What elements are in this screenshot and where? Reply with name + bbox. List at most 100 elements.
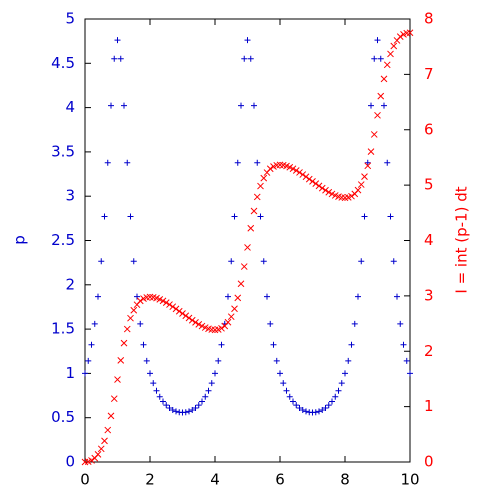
point	[110, 395, 118, 403]
point	[251, 102, 257, 109]
point	[130, 306, 138, 314]
point	[260, 258, 267, 265]
y-tick-label: 1	[65, 364, 75, 382]
point	[199, 398, 205, 405]
point	[302, 173, 310, 181]
x-tick-label: 0	[80, 471, 90, 489]
x-tick-label: 6	[275, 471, 285, 489]
point	[390, 258, 397, 265]
point	[299, 406, 306, 413]
point	[329, 398, 335, 405]
point	[82, 370, 88, 377]
point	[374, 37, 381, 44]
point	[114, 37, 121, 44]
x-tick-label: 10	[400, 471, 419, 489]
point	[127, 213, 134, 220]
point	[120, 339, 128, 347]
point	[267, 320, 274, 327]
point	[380, 75, 388, 83]
y-tick-label: 3.5	[51, 142, 75, 160]
point	[205, 387, 212, 394]
point	[296, 404, 303, 411]
point	[140, 341, 147, 348]
point	[283, 387, 290, 394]
point	[192, 404, 199, 411]
x-tick-label: 2	[145, 471, 155, 489]
y-tick-label: 4	[65, 98, 75, 116]
point	[273, 357, 280, 364]
point	[143, 357, 150, 364]
point	[296, 169, 303, 176]
point	[377, 55, 384, 62]
point	[234, 159, 241, 166]
point	[348, 192, 355, 200]
point	[173, 408, 179, 415]
y-tick-label: 5	[65, 10, 75, 28]
point	[88, 341, 95, 348]
y2-tick-label: 7	[424, 65, 434, 83]
point	[357, 181, 365, 188]
point	[234, 294, 242, 302]
point	[137, 320, 144, 327]
point	[172, 305, 180, 313]
point	[244, 244, 251, 251]
point	[159, 297, 167, 305]
point	[195, 320, 203, 328]
point	[238, 102, 244, 109]
y2-tick-label: 3	[424, 286, 434, 304]
y2-tick-label: 0	[424, 453, 434, 471]
point	[315, 182, 323, 190]
point	[325, 402, 332, 409]
point	[162, 299, 170, 306]
point	[277, 370, 283, 377]
y-tick-label: 2.5	[51, 231, 75, 249]
point	[403, 357, 410, 364]
point	[224, 318, 232, 326]
point	[247, 224, 255, 232]
y2-tick-label: 2	[424, 342, 434, 360]
point	[127, 314, 134, 322]
point	[215, 357, 222, 364]
y2-tick-label: 5	[424, 176, 434, 194]
point	[309, 178, 316, 185]
point	[240, 263, 248, 270]
point	[370, 131, 378, 138]
point	[290, 398, 296, 405]
point	[117, 55, 124, 62]
point	[227, 313, 235, 321]
point	[231, 213, 238, 220]
y2-axis-label: I = int (p-1) dt	[453, 186, 471, 293]
point	[299, 171, 307, 178]
point	[351, 320, 358, 327]
y-tick-label: 1.5	[51, 320, 75, 338]
point	[312, 409, 319, 416]
point	[335, 387, 342, 394]
point	[244, 37, 251, 44]
y-tick-label: 0.5	[51, 408, 75, 426]
point	[97, 445, 105, 453]
point	[98, 258, 105, 265]
point	[198, 322, 206, 330]
point	[368, 102, 374, 109]
x-tick-label: 4	[210, 471, 220, 489]
point	[124, 159, 131, 166]
point	[253, 193, 261, 201]
point	[218, 324, 225, 332]
point	[293, 402, 300, 409]
point	[354, 186, 362, 194]
point	[377, 92, 385, 100]
point	[147, 370, 153, 377]
point	[381, 102, 387, 109]
point	[195, 402, 202, 409]
point	[305, 175, 313, 183]
point	[342, 370, 348, 377]
point	[95, 293, 101, 300]
point	[111, 55, 118, 62]
y-axis-label: p	[11, 235, 29, 245]
point	[383, 61, 391, 69]
point	[134, 293, 140, 300]
point	[156, 393, 163, 400]
point	[88, 457, 95, 464]
point	[241, 55, 248, 62]
